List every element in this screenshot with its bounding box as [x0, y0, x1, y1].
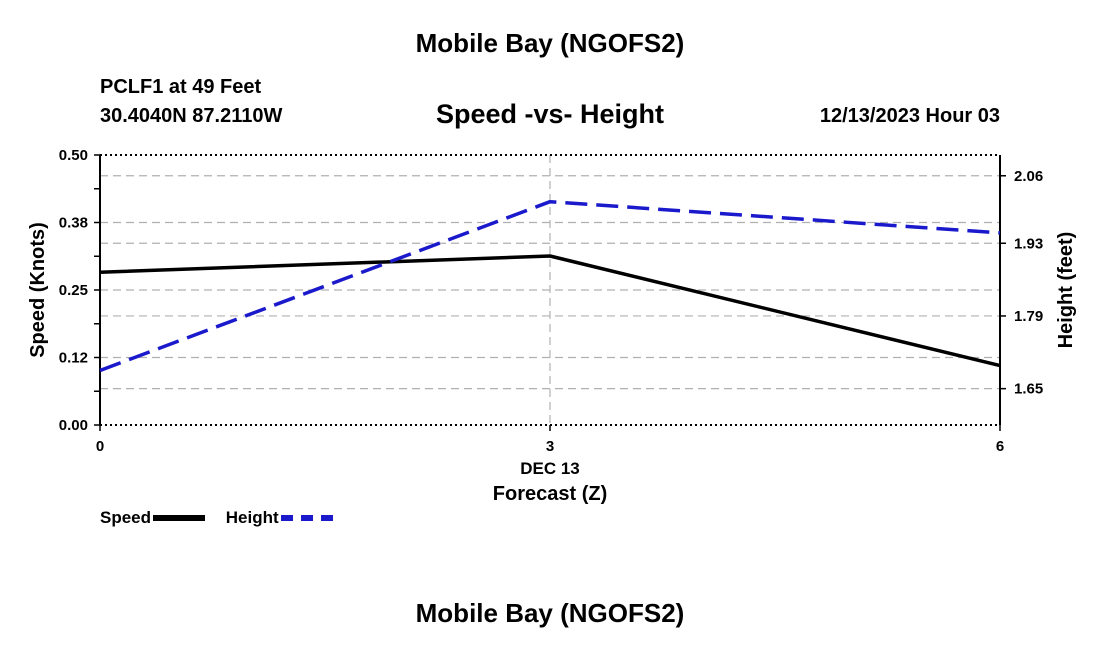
legend-label-height: Height [225, 508, 279, 527]
main-title: Mobile Bay (NGOFS2) [415, 28, 685, 58]
legend-swatch-speed [153, 515, 206, 521]
legend-item-speed: Speed [100, 508, 206, 528]
x-tick-label: 3 [546, 438, 554, 455]
x-tick-label: 0 [96, 438, 104, 455]
speed-height-chart: 0.00 0.12 0.25 0.38 0.50 1.65 1.79 1.93 2.06 0 3 6 D… [27, 147, 1077, 505]
series-line-speed [99, 254, 1001, 368]
y-right-tick-label: 2.06 [1014, 168, 1043, 185]
chart-subtitle: Speed -vs- Height [435, 99, 665, 129]
legend-label-speed: Speed [100, 508, 152, 527]
y-left-tick-label: 0.38 [59, 215, 88, 232]
y-left-tick-label: 0.12 [59, 350, 88, 367]
y-right-axis-title: Height (feet) [1055, 232, 1077, 349]
y-right-tick-label: 1.93 [1014, 235, 1043, 252]
y-left-axis-title: Speed (Knots) [27, 222, 49, 358]
x-axis-title: Forecast (Z) [493, 483, 607, 505]
forecast-datetime: 12/13/2023 Hour 03 [819, 105, 1000, 127]
y-left-tick-label: 0.00 [59, 417, 88, 434]
coordinates-label: 30.4040N 87.2110W [100, 105, 283, 127]
y-left-tick-label: 0.50 [59, 147, 88, 164]
x-date-label: DEC 13 [520, 459, 580, 478]
x-tick-label: 6 [996, 438, 1004, 455]
series-line-height [99, 199, 1001, 373]
chart-legend: Speed Height [100, 508, 349, 528]
y-right-tick-label: 1.65 [1014, 381, 1043, 398]
y-right-tick-label: 1.79 [1014, 308, 1043, 325]
bottom-title: Mobile Bay (NGOFS2) [415, 598, 685, 628]
legend-swatch-height [280, 515, 333, 521]
y-left-tick-label: 0.25 [59, 282, 88, 299]
station-label: PCLF1 at 49 Feet [100, 76, 262, 98]
legend-item-height: Height [226, 508, 333, 528]
